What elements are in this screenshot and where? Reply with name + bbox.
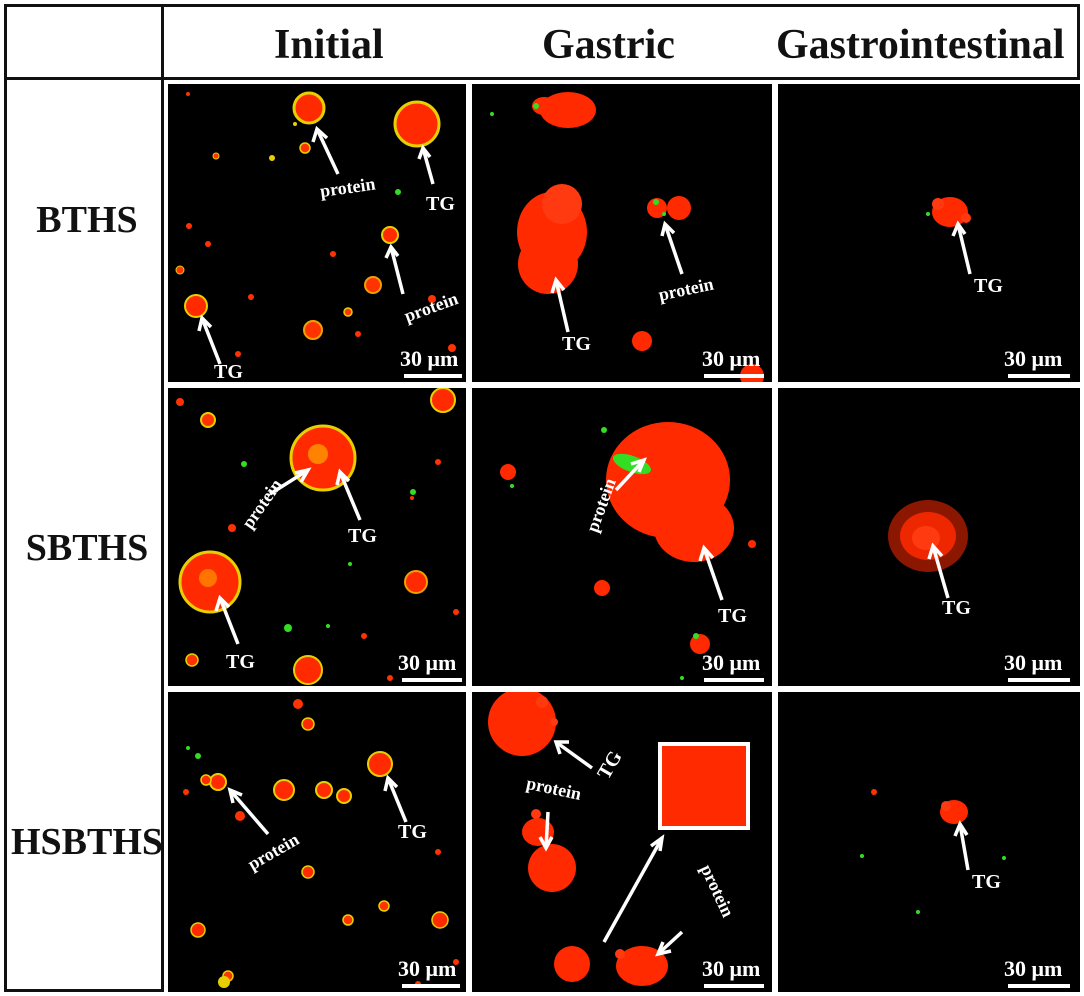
label-tg-sbths-gastrointestinal: TG (942, 597, 971, 619)
label-protein-hsbths-initial: protein (244, 829, 302, 874)
panel-hsbths-initial: protein TG 30 μm (168, 692, 466, 992)
row-header-column: BTHS SBTHS HSBTHS (4, 80, 164, 992)
scale-bar-label-bths-gastric: 30 μm (702, 346, 760, 371)
label-protein-bths-initial-2: protein (402, 288, 461, 326)
row-title-sbths: SBTHS (25, 527, 149, 569)
inset-zoom-box (658, 742, 750, 830)
column-header-row: Initial Gastric Gastrointestinal (164, 4, 1080, 80)
label-tg-hsbths-initial: TG (398, 821, 427, 843)
scale-bar-bths-gastric (704, 374, 764, 378)
label-tg-bths-initial-2: TG (214, 361, 243, 382)
panel-bths-initial: protein TG protein TG 30 μm (168, 84, 466, 382)
label-protein-hsbths-gastric-2: protein (697, 861, 739, 920)
panel-hsbths-gastric: TG protein protein 30 μm (472, 692, 772, 992)
label-tg-hsbths-gastric: TG (593, 747, 627, 783)
label-tg-sbths-gastric: TG (718, 605, 747, 627)
scale-bar-label-sbths-gastric: 30 μm (702, 650, 760, 675)
micrograph-sbths-gastric: protein TG 30 μm (500, 422, 764, 682)
scale-bar-bths-gastrointestinal (1008, 374, 1070, 378)
micrograph-sbths-gastrointestinal: TG 30 μm (888, 500, 1070, 682)
panel-sbths-gastric: protein TG 30 μm (472, 388, 772, 686)
label-protein-bths-initial-1: protein (319, 174, 377, 202)
micrograph-bths-initial: protein TG protein TG 30 μm (175, 91, 462, 382)
micrograph-bths-gastric: TG protein 30 μm (490, 92, 764, 382)
scale-bar-label-hsbths-initial: 30 μm (398, 956, 456, 981)
label-protein-sbths-initial: protein (238, 475, 286, 532)
scale-bar-label-bths-initial: 30 μm (400, 346, 458, 371)
panel-sbths-initial: protein TG TG 30 μm (168, 388, 466, 686)
scale-bar-bths-initial (404, 374, 462, 378)
micrograph-bths-gastrointestinal: TG 30 μm (926, 197, 1070, 378)
label-tg-bths-gastrointestinal: TG (974, 275, 1003, 297)
column-title-gastrointestinal: Gastrointestinal (776, 22, 1065, 68)
row-title-hsbths: HSBTHS (10, 821, 164, 863)
scale-bar-hsbths-gastric (704, 984, 764, 988)
micrograph-sbths-initial: protein TG TG 30 μm (176, 388, 462, 685)
panel-hsbths-gastrointestinal: TG 30 μm (778, 692, 1080, 992)
scale-bar-label-sbths-initial: 30 μm (398, 650, 456, 675)
column-title-gastric: Gastric (542, 22, 675, 68)
label-tg-sbths-initial-2: TG (226, 651, 255, 673)
header-corner-cell (4, 4, 164, 80)
micrograph-hsbths-initial: protein TG 30 μm (183, 699, 460, 988)
label-protein-hsbths-gastric-1: protein (524, 773, 583, 804)
scale-bar-label-sbths-gastrointestinal: 30 μm (1004, 650, 1062, 675)
scale-bar-hsbths-initial (402, 984, 460, 988)
micrograph-hsbths-gastrointestinal: TG 30 μm (860, 789, 1070, 988)
micrograph-hsbths-gastric: TG protein protein 30 μm (488, 692, 764, 988)
panel-bths-gastric: TG protein 30 μm (472, 84, 772, 382)
label-tg-sbths-initial-1: TG (348, 525, 377, 547)
label-tg-bths-initial-1: TG (426, 193, 455, 215)
column-title-initial: Initial (274, 22, 384, 68)
label-tg-bths-gastric: TG (562, 333, 591, 355)
label-tg-hsbths-gastrointestinal: TG (972, 871, 1001, 893)
label-protein-bths-gastric: protein (657, 274, 716, 305)
row-title-bths: BTHS (36, 199, 138, 241)
panel-bths-gastrointestinal: TG 30 μm (778, 84, 1080, 382)
scale-bar-hsbths-gastrointestinal (1008, 984, 1070, 988)
panel-sbths-gastrointestinal: TG 30 μm (778, 388, 1080, 686)
scale-bar-label-bths-gastrointestinal: 30 μm (1004, 346, 1062, 371)
scale-bar-sbths-gastric (704, 678, 764, 682)
scale-bar-sbths-initial (402, 678, 462, 682)
scale-bar-label-hsbths-gastrointestinal: 30 μm (1004, 956, 1062, 981)
scale-bar-label-hsbths-gastric: 30 μm (702, 956, 760, 981)
scale-bar-sbths-gastrointestinal (1008, 678, 1070, 682)
